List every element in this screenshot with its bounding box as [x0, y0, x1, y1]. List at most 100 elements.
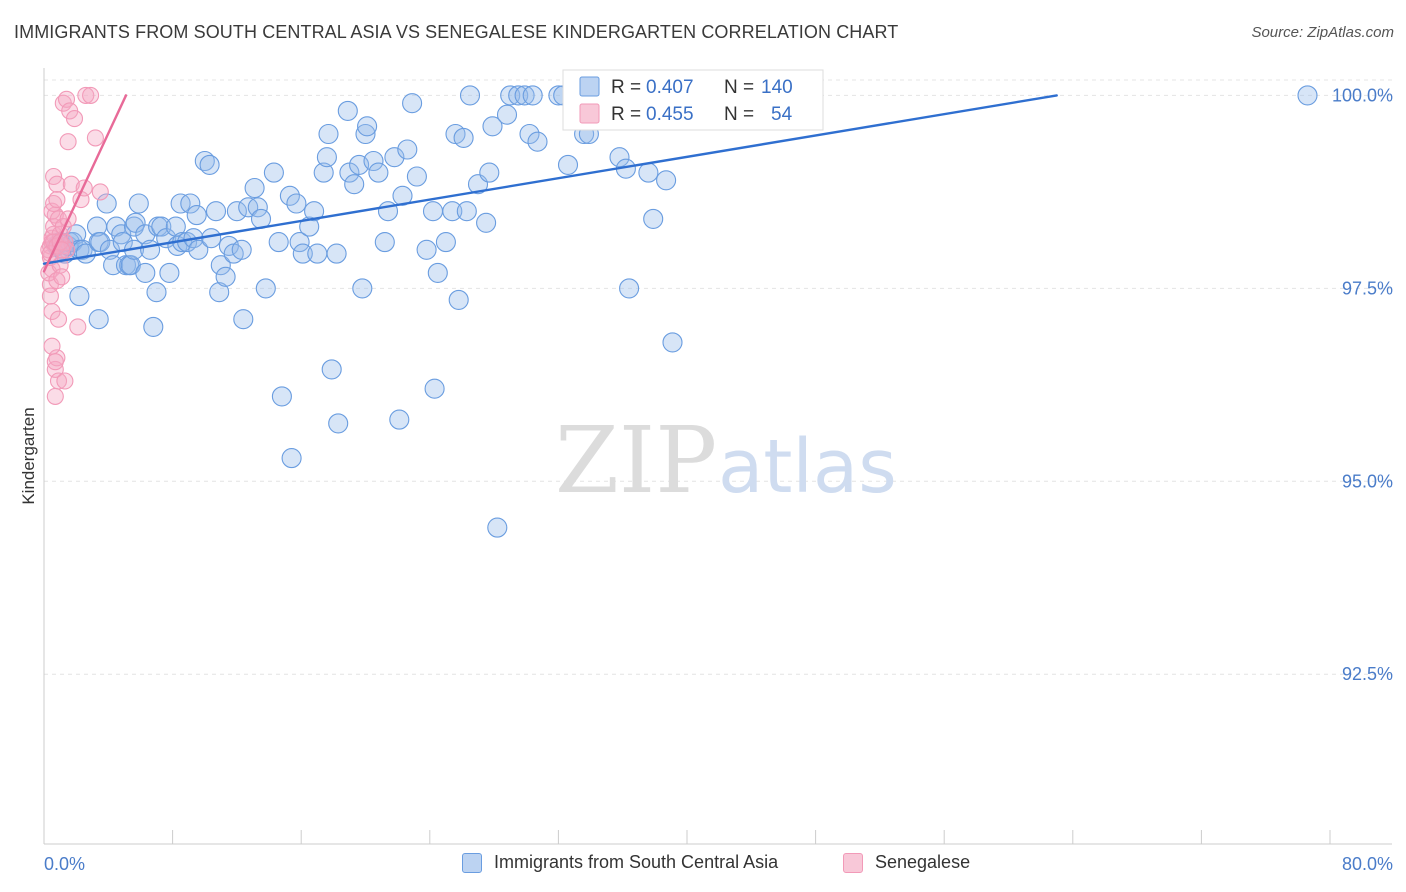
pink-point-44 [91, 183, 109, 201]
blue-point-112 [482, 116, 503, 137]
blue-point-74 [307, 243, 328, 264]
legend-label-south-central-asia: Immigrants from South Central Asia [494, 852, 779, 872]
blue-point-11 [69, 286, 90, 307]
blue-point-58 [233, 309, 254, 330]
trend-lines [42, 94, 1058, 273]
y-tick-label-3: 92.5% [1342, 664, 1393, 684]
source-label: Source: ZipAtlas.com [1251, 24, 1394, 41]
blue-point-98 [416, 239, 437, 260]
blue-point-114 [487, 517, 508, 538]
blue-point-103 [442, 201, 463, 222]
pink-point-50 [43, 337, 61, 355]
x-tick-right: 80.0% [1342, 854, 1393, 874]
blue-point-65 [268, 232, 289, 253]
blue-point-115 [500, 85, 521, 106]
legend-n-label-1: N = [724, 77, 754, 98]
x-tick-left: 0.0% [44, 854, 85, 874]
y-tick-label-2: 95.0% [1342, 471, 1393, 491]
blue-point-32 [143, 316, 164, 337]
watermark-atlas: atlas [718, 424, 897, 510]
pink-point-35 [59, 133, 77, 151]
trend-line-senegalese [42, 94, 128, 273]
pink-point-14 [48, 191, 66, 209]
blue-point-46 [188, 239, 209, 260]
blue-point-101 [424, 378, 445, 399]
blue-point-73 [304, 201, 325, 222]
blue-point-136 [1297, 85, 1318, 106]
pink-point-36 [65, 110, 84, 128]
blue-point-33 [146, 282, 167, 303]
axes [43, 68, 1392, 845]
pink-point-43 [86, 129, 104, 147]
series-pink-points [40, 86, 109, 405]
blue-point-78 [321, 359, 342, 380]
blue-point-117 [514, 85, 535, 106]
blue-point-28 [128, 193, 149, 214]
blue-point-80 [328, 413, 349, 434]
blue-point-64 [263, 162, 284, 183]
pink-point-52 [56, 372, 74, 390]
legend-item-south-central-asia[interactable]: Immigrants from South Central Asia [462, 852, 778, 873]
blue-point-106 [453, 127, 474, 148]
blue-point-113 [496, 104, 518, 125]
legend-n-value-2: 54 [771, 104, 793, 125]
blue-point-60 [244, 177, 265, 199]
blue-point-111 [479, 162, 500, 183]
trend-line-south-central-asia [42, 94, 1058, 265]
pink-point-37 [62, 175, 80, 193]
blue-point-129 [638, 162, 659, 183]
gridlines [44, 79, 1392, 675]
blue-point-77 [316, 147, 337, 168]
blue-point-127 [609, 147, 630, 168]
chart-title: IMMIGRANTS FROM SOUTH CENTRAL ASIA VS SE… [14, 22, 899, 42]
blue-point-72 [299, 216, 320, 237]
y-axis-label: Kindergarten [19, 407, 38, 504]
blue-point-95 [397, 139, 418, 160]
legend-r-value-2: 0.455 [646, 104, 694, 125]
blue-point-102 [435, 232, 456, 253]
blue-point-31 [140, 239, 161, 260]
blue-point-45 [186, 205, 207, 226]
legend-swatch-south-central-asia [462, 852, 482, 873]
blue-point-37 [159, 262, 180, 283]
y-tick-labels: 100.0% 97.5% 95.0% 92.5% [1332, 85, 1393, 684]
pink-point-42 [82, 86, 100, 104]
legend-box [562, 69, 824, 131]
blue-point-130 [619, 278, 640, 299]
blue-point-118 [522, 85, 543, 106]
blue-point-63 [255, 278, 276, 299]
correlation-legend: R = 0.407 N = 140 R = 0.455 N = 54 [562, 69, 824, 131]
watermark: ZIP atlas [555, 407, 897, 514]
blue-point-132 [643, 208, 664, 229]
blue-point-52 [210, 255, 231, 276]
legend-swatch-pink [579, 103, 600, 124]
blue-point-57 [231, 239, 252, 260]
blue-point-29 [135, 224, 156, 245]
blue-point-85 [352, 278, 373, 299]
blue-point-70 [289, 232, 310, 253]
series-legend: Immigrants from South Central Asia Seneg… [0, 852, 1406, 878]
blue-point-123 [557, 154, 579, 175]
pink-point-25 [46, 387, 64, 405]
blue-point-71 [292, 243, 313, 264]
pink-point-19 [48, 175, 66, 193]
blue-point-79 [326, 243, 347, 264]
blue-point-15 [88, 309, 109, 330]
y-tick-label-1: 97.5% [1342, 278, 1393, 298]
pink-point-27 [53, 268, 71, 286]
blue-point-133 [656, 170, 677, 191]
pink-point-40 [69, 318, 87, 336]
legend-item-senegalese[interactable]: Senegalese [843, 852, 970, 873]
legend-r-label-2: R = [611, 104, 641, 125]
blue-point-107 [456, 201, 477, 222]
blue-point-120 [527, 131, 548, 152]
pink-point-20 [49, 310, 68, 328]
legend-swatch-blue [579, 76, 600, 97]
blue-point-56 [226, 201, 247, 222]
pink-point-51 [46, 353, 64, 371]
blue-point-67 [279, 185, 300, 206]
blue-point-116 [508, 85, 529, 106]
blue-point-81 [337, 100, 358, 121]
pink-point-41 [77, 86, 95, 104]
blue-point-50 [205, 201, 227, 222]
